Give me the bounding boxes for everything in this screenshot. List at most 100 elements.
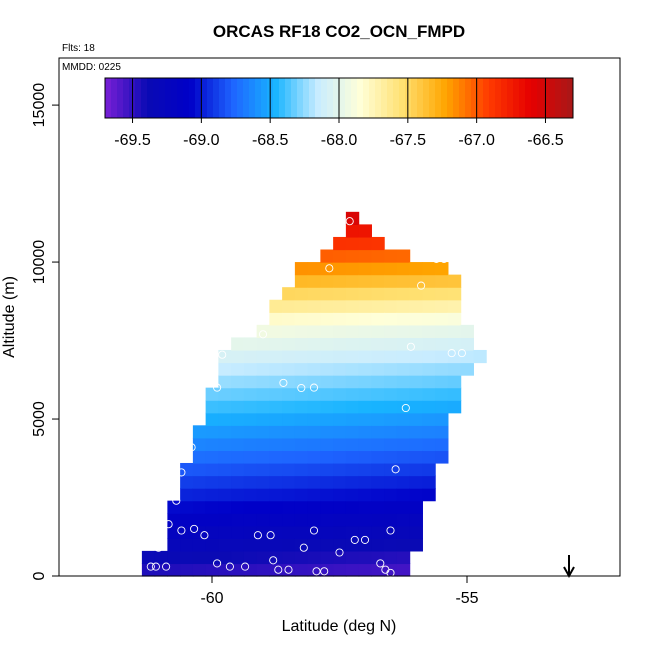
heatmap-cell bbox=[371, 450, 385, 464]
heatmap-cell bbox=[409, 475, 423, 489]
heatmap-cell bbox=[396, 550, 411, 565]
heatmap-cell bbox=[320, 362, 334, 376]
heatmap-cell bbox=[294, 387, 309, 401]
heatmap-cell bbox=[205, 488, 219, 502]
heatmap-cell bbox=[307, 488, 321, 502]
heatmap-cell bbox=[358, 236, 372, 251]
heatmap-cell bbox=[409, 387, 423, 401]
heatmap-cell bbox=[345, 337, 360, 351]
heatmap-cell bbox=[294, 375, 309, 389]
heatmap-cell bbox=[269, 450, 283, 464]
colorbar-segment bbox=[291, 78, 298, 118]
plot-frame bbox=[58, 57, 621, 577]
heatmap-cell bbox=[371, 299, 385, 313]
observation-point bbox=[213, 559, 222, 568]
heatmap-cell bbox=[256, 324, 270, 339]
heatmap-cell bbox=[294, 488, 309, 502]
heatmap-cell bbox=[294, 563, 309, 577]
heatmap-cell bbox=[320, 287, 334, 301]
heatmap-cell bbox=[384, 563, 398, 577]
heatmap-cell bbox=[384, 375, 398, 389]
heatmap-cell bbox=[180, 475, 194, 489]
heatmap-cell bbox=[435, 412, 449, 426]
heatmap-cell bbox=[231, 362, 245, 376]
heatmap-cell bbox=[307, 450, 321, 464]
heatmap-cell bbox=[282, 349, 296, 364]
heatmap-cell bbox=[384, 287, 398, 301]
heatmap-cell bbox=[192, 488, 207, 502]
heatmap-cell bbox=[358, 538, 372, 552]
colorbar-segment bbox=[549, 78, 556, 118]
heatmap-cell bbox=[307, 437, 321, 452]
heatmap-cell bbox=[333, 425, 347, 439]
colorbar-segment bbox=[249, 78, 256, 118]
heatmap-cell bbox=[256, 550, 270, 565]
heatmap-cell bbox=[256, 400, 270, 414]
heatmap-cell bbox=[371, 400, 385, 414]
heatmap-cell bbox=[205, 513, 219, 527]
heatmap-cell bbox=[294, 274, 309, 288]
heatmap-cell bbox=[269, 462, 283, 477]
colorbar-tick-label: -67.5 bbox=[390, 132, 427, 149]
heatmap-cell bbox=[154, 550, 168, 565]
heatmap-cell bbox=[384, 425, 398, 439]
heatmap-cell bbox=[345, 450, 360, 464]
heatmap-cell bbox=[333, 324, 347, 339]
heatmap-cell bbox=[282, 375, 296, 389]
heatmap-cell bbox=[282, 425, 296, 439]
heatmap-cell bbox=[231, 450, 245, 464]
heatmap-cell bbox=[371, 488, 385, 502]
heatmap-cell bbox=[358, 563, 372, 577]
heatmap-cell bbox=[180, 513, 194, 527]
heatmap-cell bbox=[320, 488, 334, 502]
heatmap-cell bbox=[154, 563, 168, 577]
heatmap-cell bbox=[294, 425, 309, 439]
heatmap-cell bbox=[422, 450, 436, 464]
heatmap-cell bbox=[320, 299, 334, 313]
heatmap-cell bbox=[345, 375, 360, 389]
heatmap-cell bbox=[218, 400, 232, 414]
heatmap-cell bbox=[409, 425, 423, 439]
heatmap-cell bbox=[231, 375, 245, 389]
colorbar-segment bbox=[417, 78, 424, 118]
x-axis: -60 -55 bbox=[200, 576, 479, 607]
heatmap-cell bbox=[435, 387, 449, 401]
heatmap-cell bbox=[307, 550, 321, 565]
heatmap-cell bbox=[218, 538, 232, 552]
colorbar-segment bbox=[399, 78, 406, 118]
heatmap-cell bbox=[269, 500, 283, 514]
heatmap-cell bbox=[256, 513, 270, 527]
heatmap-cell bbox=[358, 349, 372, 364]
heatmap-cell bbox=[333, 563, 347, 577]
heatmap-cell bbox=[320, 437, 334, 452]
heatmap-cell bbox=[269, 312, 283, 326]
heatmap-cell bbox=[422, 274, 436, 288]
colorbar-segment bbox=[105, 78, 112, 118]
observation-point bbox=[406, 342, 415, 351]
heatmap-cell bbox=[358, 224, 372, 238]
heatmap-cell bbox=[282, 324, 296, 339]
colorbar-segment bbox=[555, 78, 562, 118]
heatmap-cell bbox=[307, 299, 321, 313]
heatmap-cell bbox=[447, 274, 462, 288]
heatmap-cell bbox=[307, 362, 321, 376]
heatmap-cell bbox=[282, 337, 296, 351]
colorbar-segment bbox=[213, 78, 220, 118]
heatmap-cell bbox=[409, 299, 423, 313]
heatmap-cell bbox=[320, 324, 334, 339]
colorbar-segment bbox=[279, 78, 286, 118]
heatmap-cell bbox=[345, 287, 360, 301]
heatmap-cell bbox=[167, 550, 181, 565]
colorbar-segment bbox=[117, 78, 124, 118]
colorbar-segment bbox=[477, 78, 484, 118]
colorbar-segment bbox=[489, 78, 496, 118]
colorbar-segment bbox=[567, 78, 574, 118]
heatmap-cell bbox=[294, 287, 309, 301]
heatmap-cell bbox=[409, 312, 423, 326]
heatmap-cell bbox=[333, 400, 347, 414]
heatmap-cell bbox=[435, 312, 449, 326]
heatmap-cell bbox=[396, 488, 411, 502]
heatmap-cell bbox=[243, 462, 258, 477]
heatmap-cell bbox=[358, 525, 372, 539]
heatmap-cell bbox=[294, 337, 309, 351]
